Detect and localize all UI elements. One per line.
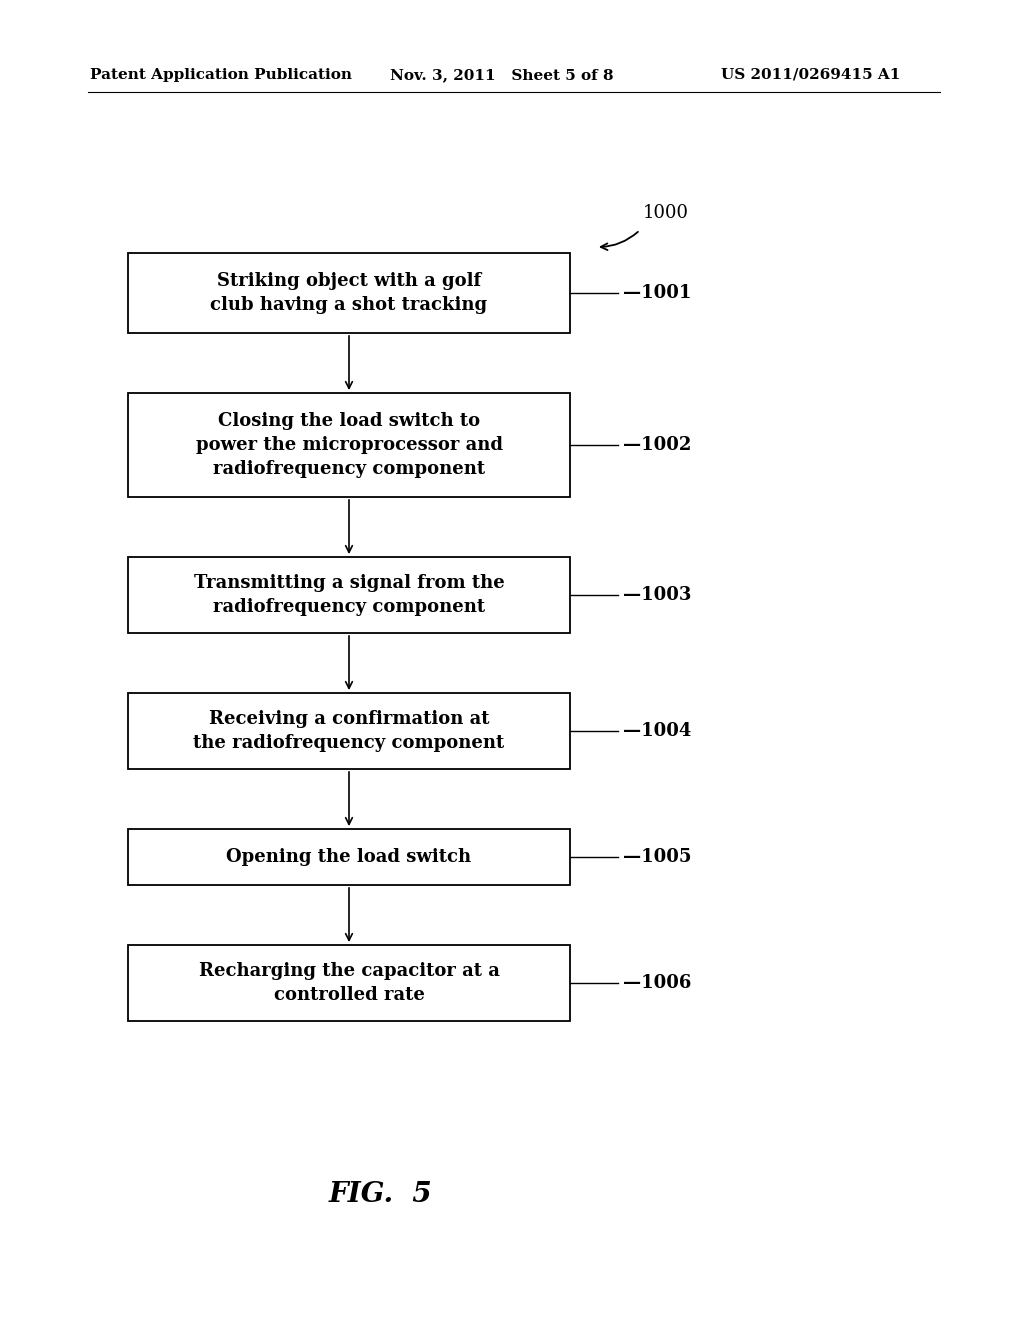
Bar: [128, 557, 570, 634]
Text: —1004: —1004: [623, 722, 691, 741]
Text: Opening the load switch: Opening the load switch: [226, 847, 472, 866]
Text: Receiving a confirmation at
the radiofrequency component: Receiving a confirmation at the radiofre…: [194, 710, 505, 752]
Bar: [128, 693, 570, 770]
Text: Patent Application Publication: Patent Application Publication: [90, 69, 352, 82]
Bar: [128, 829, 570, 884]
Text: —1006: —1006: [623, 974, 691, 993]
Bar: [128, 393, 570, 498]
Text: FIG.  5: FIG. 5: [328, 1181, 432, 1209]
Bar: [128, 945, 570, 1020]
Text: US 2011/0269415 A1: US 2011/0269415 A1: [721, 69, 900, 82]
Text: —1005: —1005: [623, 847, 691, 866]
Text: 1000: 1000: [643, 205, 689, 222]
Text: Closing the load switch to
power the microprocessor and
radiofrequency component: Closing the load switch to power the mic…: [196, 412, 503, 478]
Text: Recharging the capacitor at a
controlled rate: Recharging the capacitor at a controlled…: [199, 962, 500, 1003]
Text: Transmitting a signal from the
radiofrequency component: Transmitting a signal from the radiofreq…: [194, 574, 505, 616]
Text: —1001: —1001: [623, 284, 691, 302]
Bar: [128, 253, 570, 333]
Text: Striking object with a golf
club having a shot tracking: Striking object with a golf club having …: [211, 272, 487, 314]
Text: Nov. 3, 2011   Sheet 5 of 8: Nov. 3, 2011 Sheet 5 of 8: [390, 69, 613, 82]
Text: —1003: —1003: [623, 586, 691, 605]
Text: —1002: —1002: [623, 436, 691, 454]
